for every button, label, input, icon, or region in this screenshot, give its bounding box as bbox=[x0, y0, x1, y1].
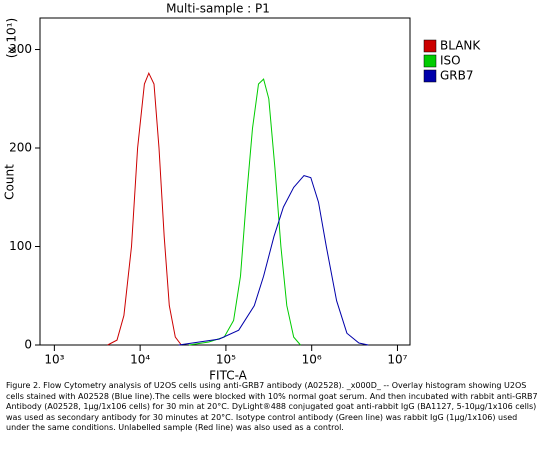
histogram-line bbox=[189, 78, 301, 346]
x-tick-label: 10⁶ bbox=[302, 353, 322, 367]
y-tick-label: 300 bbox=[9, 42, 32, 56]
plot-frame bbox=[39, 17, 411, 346]
y-tick-label: 0 bbox=[24, 338, 32, 352]
chart-title: Multi-sample : P1 bbox=[166, 2, 270, 16]
y-multiplier: (x 10¹) bbox=[5, 18, 19, 58]
caption: Figure 2. Flow Cytometry analysis of U2O… bbox=[6, 381, 538, 432]
legend-label: BLANK bbox=[440, 39, 481, 53]
y-tick-label: 100 bbox=[9, 239, 32, 253]
chart: Multi-sample : P1 FITC-A Count (x 10¹) 0… bbox=[3, 2, 482, 381]
y-tick-label: 200 bbox=[9, 141, 32, 155]
x-axis-label: FITC-A bbox=[209, 369, 248, 381]
legend-label: ISO bbox=[440, 54, 461, 68]
x-tick-label: 10⁴ bbox=[130, 353, 150, 367]
x-tick-label: 10⁵ bbox=[216, 353, 236, 367]
legend-swatch bbox=[423, 39, 437, 53]
x-tick-label: 10⁷ bbox=[387, 353, 407, 367]
legend-label: GRB7 bbox=[440, 69, 474, 83]
legend-swatch bbox=[423, 69, 437, 83]
y-axis-label: Count bbox=[3, 164, 17, 200]
histogram-line bbox=[178, 175, 369, 346]
legend-swatch bbox=[423, 54, 437, 68]
x-tick-label: 10³ bbox=[44, 353, 64, 367]
histogram-line bbox=[107, 71, 182, 346]
